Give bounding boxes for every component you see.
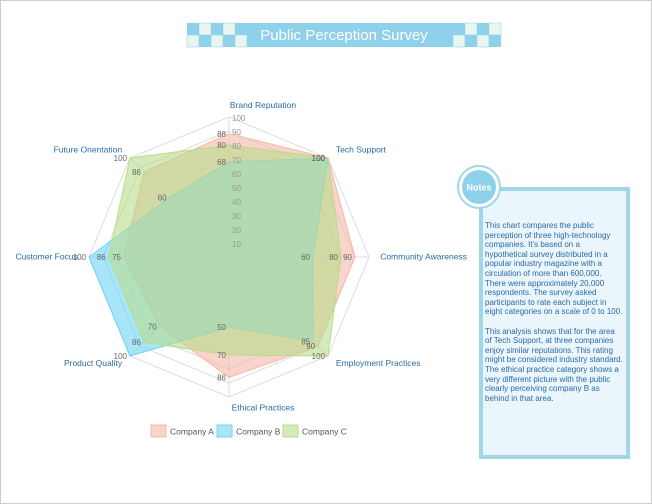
category-label: Product Quality (64, 358, 123, 368)
series-area (108, 144, 342, 357)
value-label: 86 (132, 168, 141, 177)
value-label: 50 (217, 323, 226, 332)
r-tick-label: 20 (232, 226, 241, 235)
category-label: Ethical Practices (232, 402, 295, 412)
value-label: 75 (112, 253, 121, 262)
notes-paragraph: This chart compares the public perceptio… (485, 221, 623, 317)
value-label: 100 (114, 352, 128, 361)
value-label: 100 (312, 154, 326, 163)
notes-box (479, 187, 630, 459)
r-tick-label: 10 (232, 240, 241, 249)
category-label: Brand Reputation (230, 100, 296, 110)
value-label: 88 (217, 130, 226, 139)
value-label: 100 (312, 352, 326, 361)
legend-label: Company A (170, 426, 214, 436)
value-label: 100 (312, 154, 326, 163)
notes-paragraph: This analysis shows that for the area of… (485, 326, 623, 403)
chart-title: Public Perception Survey (260, 27, 428, 44)
notes-title: Notes (466, 182, 491, 192)
notes-badge (462, 170, 496, 204)
legend-swatch (150, 424, 167, 438)
legend-swatch (282, 424, 299, 438)
category-label: Customer Focus (15, 251, 77, 261)
legend-label: Company B (236, 426, 281, 436)
banner-decor (186, 22, 502, 48)
legend-label: Company C (302, 426, 347, 436)
value-label: 70 (217, 351, 226, 360)
r-tick-label: 70 (232, 156, 241, 165)
r-tick-label: 40 (232, 198, 241, 207)
value-label: 86 (97, 253, 106, 262)
category-label: Future Orientation (54, 144, 123, 154)
value-label: 100 (73, 253, 87, 262)
value-label: 86 (217, 374, 226, 383)
value-label: 80 (217, 141, 226, 150)
value-label: 100 (114, 154, 128, 163)
value-label: 60 (301, 253, 310, 262)
value-label: 80 (329, 253, 338, 262)
r-tick-label: 50 (232, 184, 241, 193)
value-label: 100 (312, 154, 326, 163)
category-label: Tech Support (336, 144, 387, 154)
value-label: 86 (132, 338, 141, 347)
value-label: 85 (301, 337, 310, 346)
value-label: 90 (343, 253, 352, 262)
r-tick-label: 100 (232, 114, 246, 123)
category-label: Community Awareness (380, 251, 467, 261)
r-tick-label: 60 (232, 170, 241, 179)
notes-text: This chart compares the public perceptio… (485, 221, 623, 413)
category-label: Employment Practices (336, 358, 421, 368)
value-label: 90 (306, 342, 315, 351)
value-label: 68 (217, 158, 226, 167)
r-tick-label: 80 (232, 142, 241, 151)
value-label: 60 (158, 194, 167, 203)
r-tick-label: 30 (232, 212, 241, 221)
legend-swatch (216, 424, 233, 438)
r-tick-label: 90 (232, 128, 241, 137)
value-label: 70 (148, 322, 157, 331)
